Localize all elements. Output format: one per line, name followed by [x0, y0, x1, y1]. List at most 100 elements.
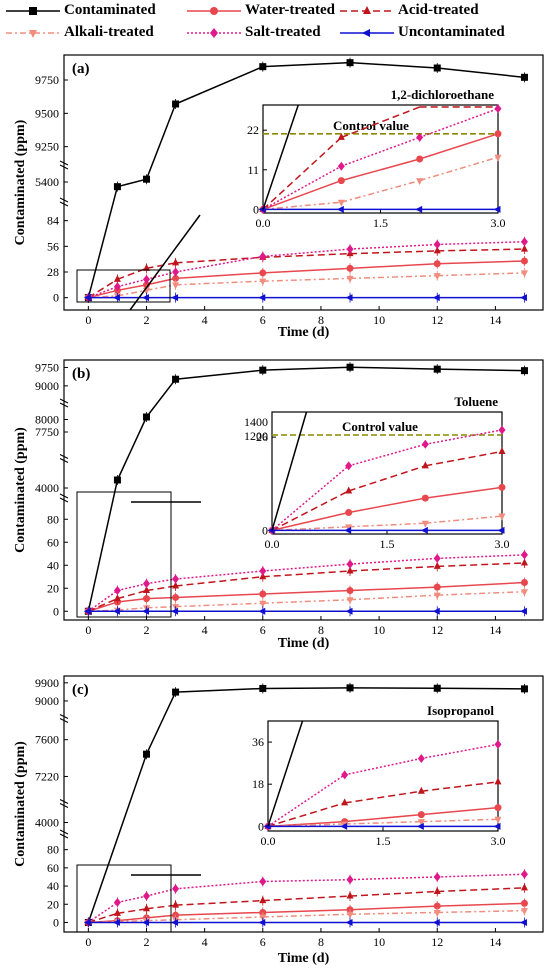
- series-segment: [349, 905, 438, 911]
- series-segment: [262, 570, 351, 578]
- series-segment: [117, 597, 147, 603]
- series-segment: [437, 260, 525, 265]
- marker-triangle-down: [433, 909, 441, 917]
- legend-label: Water-treated: [245, 2, 335, 18]
- marker-circle: [346, 587, 354, 595]
- y-tick-label: 0: [53, 291, 59, 305]
- axis-break: [59, 493, 69, 499]
- series-contaminated: [84, 57, 528, 302]
- inset-series-segment: [348, 465, 426, 492]
- y-tick-label: 60: [47, 535, 59, 549]
- legend-label: Contaminated: [64, 2, 156, 18]
- inset-series-segment: [421, 818, 499, 823]
- marker-triangle-left: [415, 205, 423, 213]
- marker-triangle-down: [29, 30, 37, 38]
- marker-diamond: [520, 869, 528, 879]
- chart-panel: (a) Contaminated (ppm) Time (d) 0 2 4 6 8 10 12 14…: [13, 54, 544, 340]
- axis-break: [59, 458, 69, 463]
- series-segment: [262, 563, 351, 572]
- marker-diamond: [337, 161, 345, 171]
- y-tick-label: 9250: [35, 140, 59, 154]
- inset-series-segment: [267, 802, 345, 828]
- series-segment: [437, 909, 525, 914]
- marker-square: [259, 366, 267, 374]
- marker-circle: [520, 899, 528, 907]
- series-segment: [437, 368, 525, 372]
- marker-triangle-down: [346, 911, 354, 919]
- marker-triangle-down: [337, 199, 345, 207]
- series-segment: [349, 274, 438, 280]
- inset-series-segment: [348, 497, 426, 514]
- series-segment: [87, 278, 118, 299]
- marker-square: [259, 684, 267, 692]
- marker-square: [520, 73, 528, 81]
- marker-square: [113, 476, 121, 484]
- y-axis-label: Contaminated (ppm): [13, 119, 28, 245]
- marker-diamond: [416, 132, 424, 142]
- marker-triangle-up: [494, 777, 502, 785]
- inset-frame: [267, 720, 499, 832]
- x-axis-label: Time (d): [278, 951, 330, 966]
- marker-circle: [416, 155, 424, 163]
- series-uncontaminated: [83, 292, 527, 303]
- marker-circle: [421, 494, 429, 502]
- panel-label: (c): [72, 682, 89, 698]
- series-segment: [146, 284, 176, 292]
- marker-circle: [259, 269, 267, 277]
- y-tick-label: 4000: [35, 816, 59, 830]
- marker-triangle-left: [432, 294, 440, 302]
- inset-series-segment: [262, 179, 342, 211]
- axis-break: [59, 714, 69, 719]
- marker-triangle-left: [83, 918, 91, 926]
- x-axis-label: Time (d): [278, 325, 330, 340]
- marker-circle: [520, 579, 528, 586]
- marker-triangle-left: [519, 607, 527, 615]
- series-segment: [117, 895, 147, 904]
- inset-x-tick-label: 1.5: [376, 834, 391, 848]
- marker-circle: [433, 902, 441, 910]
- marker-square: [29, 7, 37, 15]
- marker-triangle-up: [113, 274, 121, 282]
- marker-triangle-down: [520, 270, 528, 278]
- y-tick-label: 0: [53, 604, 59, 618]
- marker-triangle-left: [83, 294, 91, 302]
- y-tick-label: 7750: [35, 425, 59, 439]
- series-segment: [88, 912, 118, 924]
- inset-x-tick-label: 3.0: [495, 537, 510, 551]
- marker-triangle-left: [336, 205, 344, 213]
- series-salt-treated: [84, 869, 528, 928]
- series-segment: [437, 687, 525, 690]
- y-tick-label: 4000: [35, 481, 59, 495]
- x-tick-label: 8: [318, 313, 324, 327]
- x-tick-label: 2: [144, 313, 150, 327]
- chart-legend: Contaminated Water-treated Acid-treated …: [0, 0, 550, 50]
- marker-triangle-up: [143, 904, 150, 912]
- legend-label: Uncontaminated: [398, 24, 505, 40]
- x-tick-label: 4: [202, 935, 208, 949]
- inset-series-segment: [341, 158, 420, 182]
- series-segment: [437, 562, 525, 568]
- series-segment: [262, 895, 351, 902]
- series-segment: [87, 589, 118, 612]
- marker-triangle-down: [259, 600, 267, 608]
- series-acid-treated: [84, 882, 528, 928]
- legend-label: Salt-treated: [245, 24, 321, 40]
- marker-triangle-up: [345, 486, 353, 494]
- marker-diamond: [143, 274, 150, 284]
- legend-item-water-treated: Water-treated: [245, 2, 335, 19]
- marker-triangle-up: [433, 887, 441, 895]
- marker-triangle-up: [520, 244, 528, 252]
- marker-circle: [494, 130, 502, 138]
- series-segment: [262, 908, 351, 914]
- marker-triangle-left: [519, 918, 527, 926]
- axis-break: [59, 799, 69, 804]
- legend-item-alkali-treated: Alkali-treated: [64, 24, 154, 41]
- series-segment: [437, 241, 525, 246]
- marker-triangle-left: [493, 822, 501, 830]
- x-tick-label: 0: [85, 935, 91, 949]
- inset-series-segment: [341, 106, 420, 139]
- inset-y-tick-label: 0: [262, 523, 268, 537]
- x-tick-label: 10: [373, 935, 385, 949]
- marker-diamond: [433, 553, 441, 563]
- series-segment: [262, 913, 351, 918]
